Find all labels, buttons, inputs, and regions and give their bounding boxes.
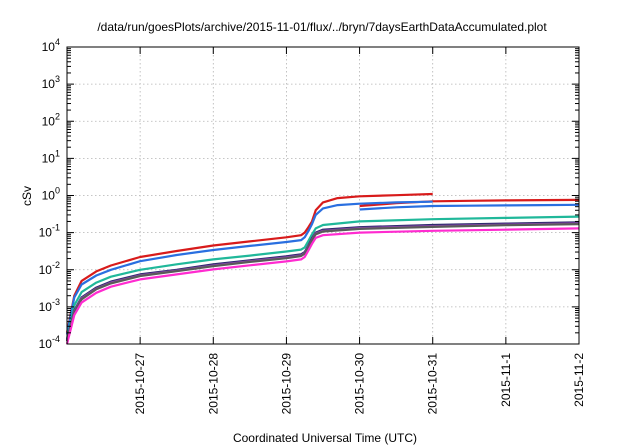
x-tick-label: 2015-10-28	[206, 353, 220, 415]
y-tick-label: 101	[42, 148, 60, 165]
x-tick-label: 2015-11-2	[572, 353, 586, 407]
x-tick-label: 2015-10-29	[279, 353, 293, 415]
series-line	[65, 192, 433, 334]
series-line	[65, 200, 433, 335]
series-group	[65, 192, 580, 345]
y-tick-label: 10-2	[39, 260, 60, 277]
y-tick-label: 102	[42, 111, 60, 128]
series-line	[359, 203, 580, 211]
grid	[67, 47, 579, 344]
y-tick-label: 100	[42, 186, 60, 203]
series-line	[65, 215, 580, 339]
series-line	[65, 221, 580, 341]
x-tick-label: 2015-10-30	[353, 353, 367, 415]
x-axis: 2015-10-27 2015-10-28 2015-10-29 2015-10-30…	[133, 47, 586, 414]
y-axis-label: cSv	[20, 186, 34, 206]
y-tick-label: 10-1	[39, 223, 60, 240]
series-line	[65, 227, 580, 345]
x-tick-label: 2015-11-1	[499, 353, 513, 407]
y-tick-label: 10-4	[39, 334, 60, 351]
chart-title: /data/run/goesPlots/archive/2015-11-01/f…	[97, 20, 547, 34]
series-line	[65, 223, 580, 342]
x-tick-label: 2015-10-31	[426, 353, 440, 415]
y-tick-label: 10-3	[39, 297, 60, 314]
x-axis-label: Coordinated Universal Time (UTC)	[233, 431, 417, 445]
y-tick-label: 104	[42, 37, 60, 54]
y-tick-label: 103	[42, 74, 60, 91]
y-axis: 10-4 10-3 10-2 10-1 100 101 102 103 104	[39, 37, 579, 351]
x-tick-label: 2015-10-27	[133, 353, 147, 415]
series-line	[65, 222, 580, 342]
